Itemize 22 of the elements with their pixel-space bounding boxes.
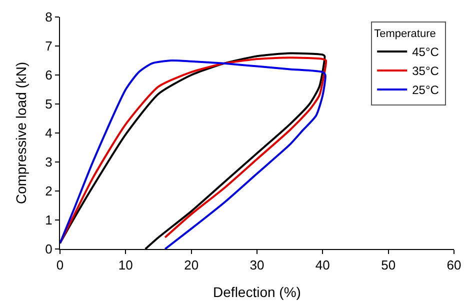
y-tick-label: 5 bbox=[45, 96, 52, 112]
x-axis-title: Deflection (%) bbox=[213, 284, 301, 300]
y-tick-label: 1 bbox=[45, 212, 52, 228]
y-axis-title: Compressive load (kN) bbox=[12, 62, 29, 204]
x-tick-label: 10 bbox=[118, 258, 133, 273]
x-tick-label: 50 bbox=[381, 258, 396, 273]
x-tick-label: 60 bbox=[446, 258, 462, 273]
y-tick-label: 3 bbox=[45, 154, 52, 170]
y-tick-label: 4 bbox=[45, 126, 52, 141]
y-tick-label: 7 bbox=[45, 38, 52, 54]
legend-title: Temperature bbox=[374, 28, 436, 40]
x-tick-label: 30 bbox=[250, 258, 264, 273]
y-tick-label: 8 bbox=[45, 10, 52, 25]
y-tick-label: 6 bbox=[45, 68, 52, 83]
x-tick-label: 40 bbox=[315, 258, 330, 273]
legend-label: 35°C bbox=[412, 64, 440, 78]
y-tick-label: 2 bbox=[45, 184, 52, 199]
y-tick-label: 0 bbox=[45, 242, 52, 257]
x-tick-label: 20 bbox=[184, 258, 199, 273]
legend-label: 25°C bbox=[412, 83, 440, 98]
x-tick-label: 0 bbox=[56, 258, 64, 273]
legend-label: 45°C bbox=[412, 45, 440, 60]
